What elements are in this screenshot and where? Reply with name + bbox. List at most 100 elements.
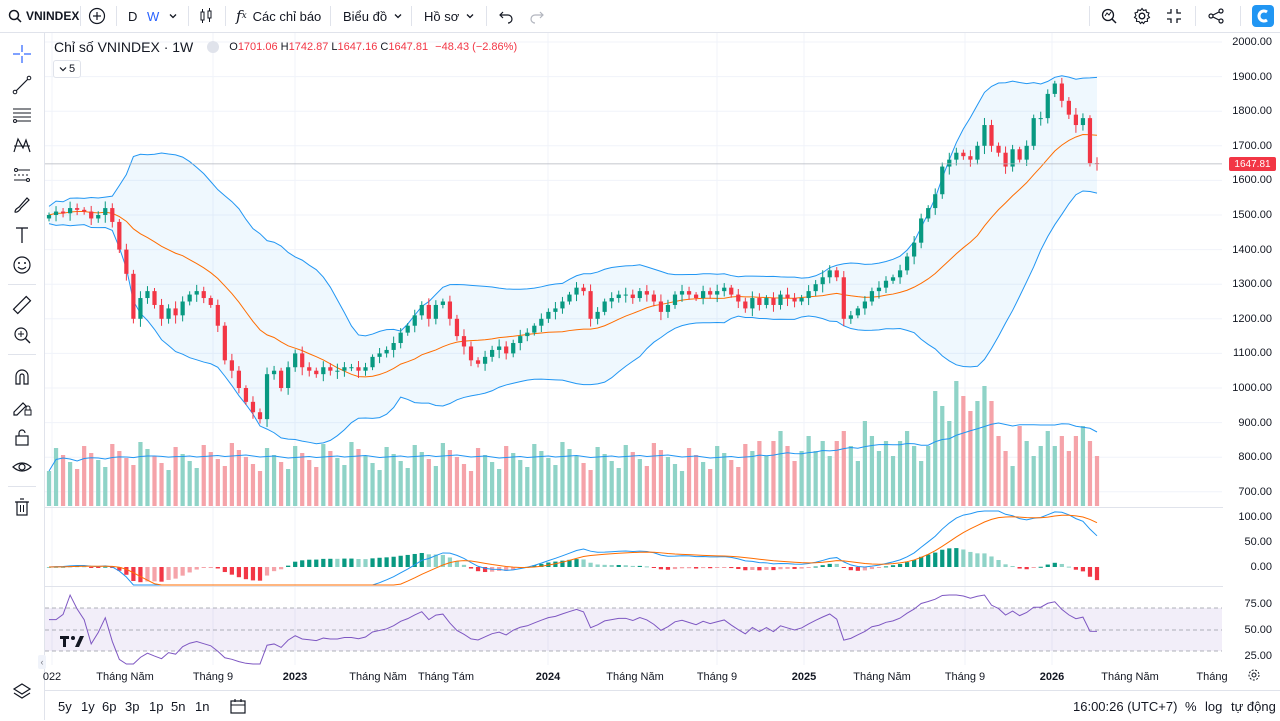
trendline-tool[interactable] xyxy=(8,71,36,99)
undo-button[interactable] xyxy=(498,0,514,32)
symbol-search[interactable]: VNINDEX xyxy=(8,0,79,32)
macd-histogram-bar xyxy=(588,562,593,567)
candle-body xyxy=(159,304,164,319)
quick-search-button[interactable] xyxy=(1100,0,1118,32)
candle-body xyxy=(518,336,523,344)
macd-histogram-bar xyxy=(996,560,1001,567)
macd-histogram-bar xyxy=(609,564,614,567)
macd-histogram-bar xyxy=(933,552,938,567)
macd-histogram-bar xyxy=(46,567,52,568)
volume-bar xyxy=(1080,426,1086,506)
magnet-tool[interactable] xyxy=(8,363,36,391)
volume-bar xyxy=(89,453,94,506)
candle-body xyxy=(215,304,220,326)
emoji-tool[interactable] xyxy=(8,251,36,279)
crosshair-icon xyxy=(11,43,33,65)
rsi-line xyxy=(49,593,1098,665)
macd-histogram-bar xyxy=(482,567,488,573)
macd-pane-divider[interactable] xyxy=(45,586,1223,587)
range-button-3p[interactable]: 3p xyxy=(125,698,140,714)
indicator-collapse-toggle[interactable]: 5 xyxy=(53,60,81,78)
range-button-6p[interactable]: 6p xyxy=(102,698,117,714)
compare-button[interactable] xyxy=(88,0,106,32)
share-button[interactable] xyxy=(1207,0,1225,32)
candle-body xyxy=(982,125,987,146)
volume-bar xyxy=(1094,456,1100,506)
volume-bar xyxy=(82,446,87,506)
range-button-1y[interactable]: 1y xyxy=(81,698,95,714)
volume-bar xyxy=(426,459,431,506)
candle-body xyxy=(904,256,910,271)
price-axis-label: 1400.00 xyxy=(1232,243,1272,256)
settings-button[interactable] xyxy=(1133,0,1151,32)
candle-body xyxy=(722,287,727,292)
interval-dropdown[interactable] xyxy=(168,0,178,32)
macd-histogram-bar xyxy=(750,567,755,570)
macd-histogram-bar xyxy=(504,567,509,571)
brand-logo[interactable] xyxy=(1252,0,1274,32)
volume-bar xyxy=(1031,456,1036,506)
brush-tool[interactable] xyxy=(8,191,36,219)
macd-histogram-bar xyxy=(792,567,797,569)
volume-bar xyxy=(454,457,460,506)
candles-icon xyxy=(197,7,215,25)
volume-ma-line xyxy=(48,422,1098,472)
lock-tool[interactable] xyxy=(8,423,36,451)
candle-body xyxy=(194,291,199,295)
symbol-name: VNINDEX xyxy=(26,9,80,23)
trash-icon xyxy=(11,496,33,518)
range-button-5n[interactable]: 5n xyxy=(171,698,186,714)
candle-body xyxy=(630,294,635,299)
auto-scale-toggle[interactable]: tự động xyxy=(1231,698,1276,714)
volume-bar xyxy=(1003,451,1008,506)
macd-histogram-bar xyxy=(1024,567,1029,570)
visibility-tool[interactable] xyxy=(8,453,36,481)
macd-histogram-bar xyxy=(595,564,600,567)
pattern-icon xyxy=(11,134,33,156)
volume-bar xyxy=(391,454,396,506)
price-chart[interactable] xyxy=(45,33,1280,690)
fib-tool[interactable] xyxy=(8,101,36,129)
volume-pane-divider[interactable] xyxy=(45,507,1223,508)
log-toggle[interactable]: log xyxy=(1205,698,1223,714)
macd-histogram-bar xyxy=(468,567,474,569)
fullscreen-button[interactable] xyxy=(1165,0,1183,32)
interval-d[interactable]: D xyxy=(128,8,138,24)
candle-body xyxy=(701,291,706,299)
macd-histogram-bar xyxy=(1059,563,1064,567)
pattern-tool[interactable] xyxy=(8,131,36,159)
interval-w[interactable]: W xyxy=(147,8,160,24)
range-button-1p[interactable]: 1p xyxy=(149,698,164,714)
crosshair-tool[interactable] xyxy=(8,40,36,68)
volume-bar xyxy=(131,465,136,506)
macd-histogram-bar xyxy=(349,558,354,567)
scroll-left-button[interactable]: ‹ xyxy=(38,655,46,669)
zoom-tool[interactable] xyxy=(8,321,36,349)
candle-body xyxy=(243,388,249,402)
volume-bar xyxy=(208,452,213,506)
delete-tool[interactable] xyxy=(8,493,36,521)
axis-settings-button[interactable] xyxy=(1247,668,1261,687)
volume-bar xyxy=(138,442,143,506)
volume-bar xyxy=(799,451,804,506)
profile-button[interactable]: Hồ sơ xyxy=(424,0,475,32)
clock-timezone[interactable]: 16:00:26 (UTC+7) xyxy=(1073,698,1178,714)
object-tree-tool[interactable] xyxy=(8,677,36,705)
range-button-5y[interactable]: 5y xyxy=(58,698,72,714)
macd-histogram-bar xyxy=(841,567,846,568)
ruler-tool[interactable] xyxy=(8,291,36,319)
measure-tool[interactable] xyxy=(8,161,36,189)
macd-histogram-bar xyxy=(131,567,136,581)
text-tool[interactable] xyxy=(8,221,36,249)
redo-button[interactable] xyxy=(529,0,545,32)
range-button-1n[interactable]: 1n xyxy=(195,698,210,714)
date-range-button[interactable] xyxy=(229,691,247,721)
time-axis-label: 2026 xyxy=(1039,671,1065,683)
macd-histogram-bar xyxy=(813,566,818,568)
candle-style-button[interactable] xyxy=(197,0,215,32)
chart-type-button[interactable]: Biểu đồ xyxy=(343,0,403,32)
percent-toggle[interactable]: % xyxy=(1185,698,1197,714)
macd-histogram-bar xyxy=(1017,567,1022,569)
lock-draw-tool[interactable] xyxy=(8,393,36,421)
